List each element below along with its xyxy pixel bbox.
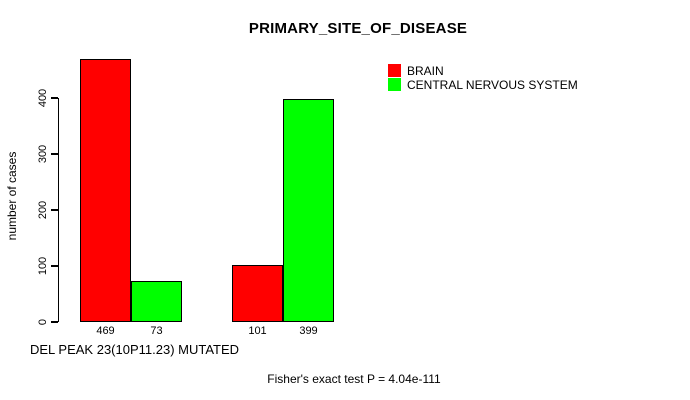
fisher-test-caption: Fisher's exact test P = 4.04e-111: [267, 372, 441, 386]
bar-value-label: 101: [248, 325, 267, 337]
y-tick: [50, 265, 58, 267]
y-tick: [50, 321, 58, 323]
legend-entry-central-nervous-system: CENTRAL NERVOUS SYSTEM: [388, 77, 578, 92]
x-axis-title: DEL PEAK 23(10P11.23) MUTATED: [30, 342, 240, 357]
y-tick-label: 400: [37, 88, 49, 108]
legend-label: CENTRAL NERVOUS SYSTEM: [407, 77, 578, 92]
y-tick-label: 300: [37, 144, 49, 164]
legend-entry-brain: BRAIN: [388, 63, 578, 78]
legend-swatch: [388, 64, 401, 77]
y-axis-line: [57, 98, 59, 322]
bar-value-label: 469: [96, 325, 115, 337]
y-tick: [50, 97, 58, 99]
bar-brain: [232, 265, 283, 322]
y-tick-label: 200: [37, 200, 49, 220]
bar-central-nervous-system: [283, 98, 334, 322]
bar-value-label: 73: [150, 325, 163, 337]
y-tick: [50, 209, 58, 211]
bar-value-label: 399: [299, 325, 318, 337]
bar-brain: [80, 59, 131, 322]
legend-label: BRAIN: [407, 63, 444, 78]
bar-central-nervous-system: [131, 281, 182, 322]
legend-swatch: [388, 78, 401, 91]
y-tick-label: 100: [37, 256, 49, 276]
y-tick: [50, 153, 58, 155]
y-tick-label: 0: [37, 318, 49, 326]
legend: BRAIN CENTRAL NERVOUS SYSTEM: [388, 64, 578, 92]
chart-title: PRIMARY_SITE_OF_DISEASE: [248, 20, 468, 37]
